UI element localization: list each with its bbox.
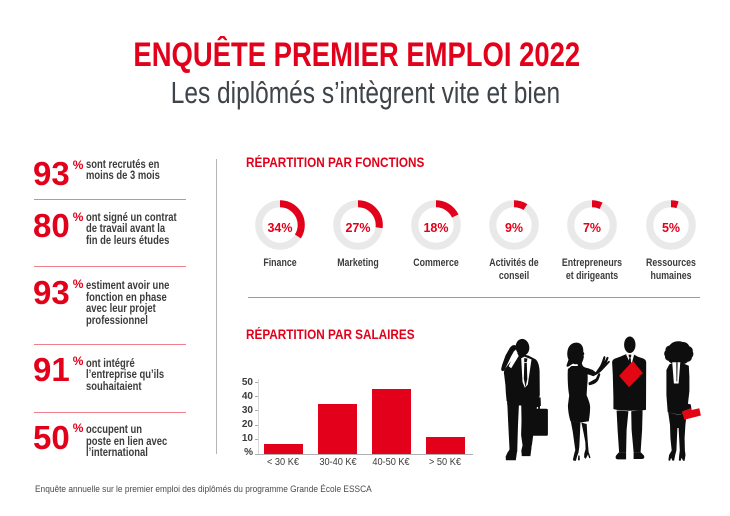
svg-text:7%: 7% <box>583 221 601 235</box>
svg-text:5%: 5% <box>661 221 679 235</box>
svg-text:34%: 34% <box>267 221 292 235</box>
svg-text:27%: 27% <box>345 221 370 235</box>
svg-text:9%: 9% <box>505 221 523 235</box>
svg-text:18%: 18% <box>423 221 448 235</box>
